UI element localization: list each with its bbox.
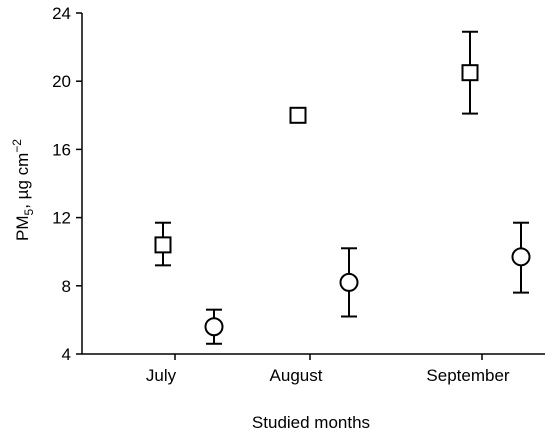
y-axis-label-unit: , µg cm [13, 153, 32, 209]
data-point-square [461, 64, 479, 82]
data-point-square [289, 106, 307, 124]
y-tick-label: 12 [52, 209, 71, 228]
y-axis-label-superscript: −2 [10, 139, 24, 153]
y-axis-label: PM5, µg cm−2 [10, 139, 36, 241]
x-axis-ticks: July August September [146, 354, 510, 385]
data-point-circle [339, 272, 359, 292]
x-tick-label: August [270, 366, 323, 385]
y-axis-ticks: 4 8 12 16 20 24 [52, 4, 82, 364]
y-tick-label: 24 [52, 4, 71, 23]
axes [81, 13, 545, 355]
y-axis-label-subscript: 5 [22, 208, 36, 215]
y-tick-label: 20 [52, 72, 71, 91]
x-axis-label: Studied months [252, 413, 370, 432]
y-tick-label: 16 [52, 140, 71, 159]
data-point-circle [204, 317, 224, 337]
y-axis-label-base: PM [13, 215, 32, 241]
x-tick-label: September [426, 366, 509, 385]
data-point-square [154, 236, 172, 254]
data-marks [154, 30, 531, 345]
x-tick-label: July [146, 366, 177, 385]
y-tick-label: 4 [62, 345, 71, 364]
y-tick-label: 8 [62, 277, 71, 296]
data-point-circle [511, 247, 531, 267]
